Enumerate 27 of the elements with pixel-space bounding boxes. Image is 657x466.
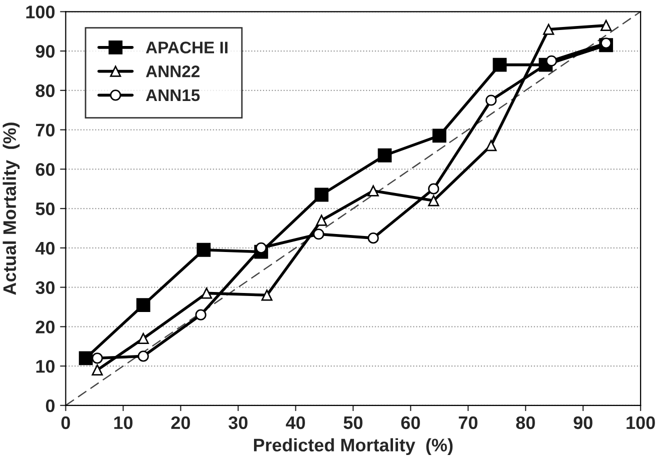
x-tick-label: 30	[228, 416, 248, 430]
x-tick-label: 10	[114, 416, 132, 430]
y-tick-label: 60	[36, 163, 55, 176]
legend-label: APACHE II	[146, 42, 228, 54]
legend-label: ANN22	[146, 66, 200, 78]
legend-label: ANN15	[146, 90, 200, 102]
y-tick-label: 70	[36, 124, 55, 136]
x-tick-label: 0	[61, 416, 70, 430]
y-axis-title: Actual Mortality (%)	[2, 122, 20, 295]
y-tick-label: 0	[46, 399, 55, 412]
y-tick-label: 100	[26, 6, 55, 18]
y-tick-label: 30	[36, 281, 55, 294]
y-tick-label: 80	[36, 84, 55, 98]
y-tick-label: 20	[36, 320, 55, 334]
x-tick-label: 90	[574, 416, 592, 430]
x-tick-label: 80	[516, 416, 535, 430]
x-tick-label: 60	[401, 416, 420, 430]
x-tick-label: 50	[344, 416, 362, 430]
y-tick-label: 50	[36, 202, 55, 216]
x-tick-label: 40	[286, 416, 305, 430]
x-tick-label: 100	[626, 416, 655, 430]
x-axis-title: Predicted Mortality (%)	[254, 438, 453, 456]
y-tick-label: 10	[36, 360, 55, 373]
y-tick-label: 90	[36, 44, 55, 58]
x-tick-label: 20	[171, 416, 190, 430]
x-tick-label: 70	[458, 416, 478, 430]
y-tick-label: 40	[35, 242, 55, 255]
